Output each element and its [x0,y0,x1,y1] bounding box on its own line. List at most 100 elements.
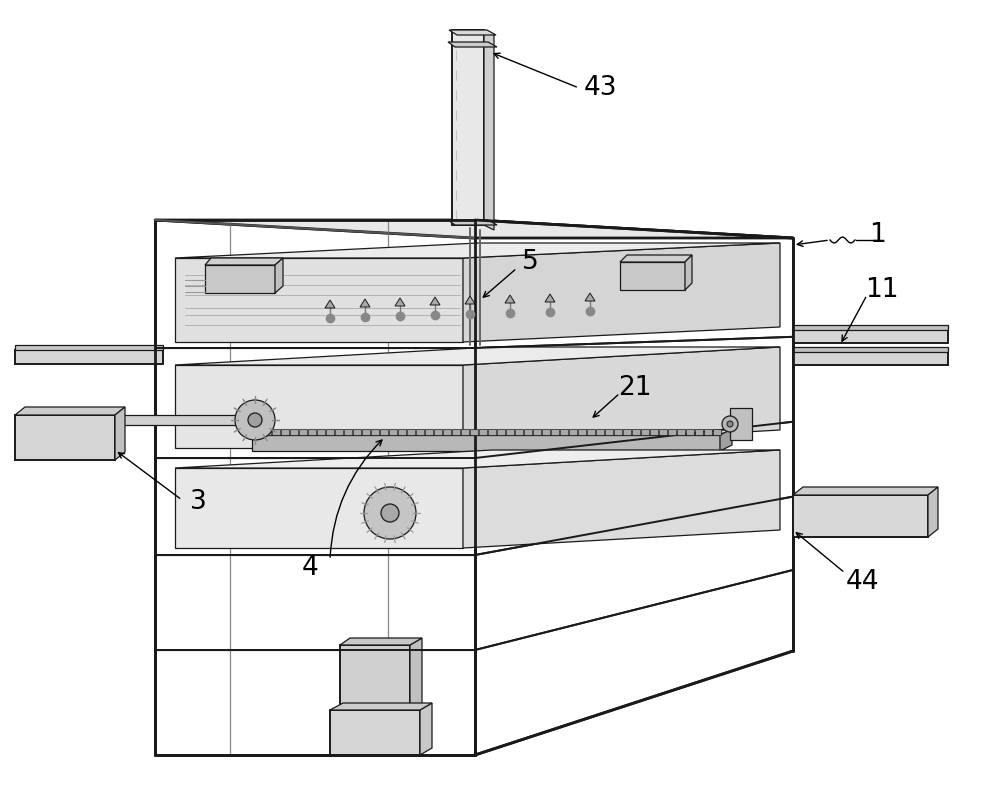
Polygon shape [325,300,335,308]
Polygon shape [524,429,532,435]
Polygon shape [430,297,440,305]
Circle shape [364,487,416,539]
Polygon shape [685,255,692,290]
Polygon shape [299,429,307,435]
Polygon shape [463,347,780,448]
Polygon shape [205,258,283,265]
Polygon shape [479,429,487,435]
Polygon shape [484,30,494,230]
Text: 21: 21 [618,375,652,401]
Polygon shape [175,468,463,548]
Polygon shape [620,255,692,262]
Polygon shape [407,429,415,435]
Polygon shape [416,429,424,435]
Polygon shape [330,703,432,710]
Polygon shape [533,429,541,435]
Circle shape [381,504,399,522]
Polygon shape [308,429,316,435]
Polygon shape [596,429,604,435]
Polygon shape [793,347,948,352]
Text: 1: 1 [869,222,885,248]
Polygon shape [641,429,649,435]
Polygon shape [272,429,280,435]
Polygon shape [730,408,752,440]
Polygon shape [793,352,948,365]
Polygon shape [353,429,361,435]
Polygon shape [452,429,460,435]
Polygon shape [317,429,325,435]
Polygon shape [560,429,568,435]
Polygon shape [175,347,780,365]
Polygon shape [175,258,463,342]
Polygon shape [15,415,115,460]
Polygon shape [362,429,370,435]
Polygon shape [465,296,475,304]
Polygon shape [578,429,586,435]
Polygon shape [650,429,658,435]
Polygon shape [620,262,685,290]
Polygon shape [360,299,370,307]
Polygon shape [470,429,478,435]
Polygon shape [497,429,505,435]
Polygon shape [623,429,631,435]
Polygon shape [15,407,125,415]
Polygon shape [542,429,550,435]
Polygon shape [505,295,515,303]
Polygon shape [720,429,732,451]
Polygon shape [793,330,948,343]
Polygon shape [420,703,432,755]
Polygon shape [330,710,420,755]
Polygon shape [587,429,595,435]
Polygon shape [340,638,422,645]
Text: 4: 4 [302,555,318,581]
Polygon shape [569,429,577,435]
Text: 44: 44 [845,569,879,595]
Polygon shape [461,429,469,435]
Polygon shape [389,429,397,435]
Polygon shape [506,429,514,435]
Polygon shape [15,350,163,364]
Polygon shape [371,429,379,435]
Polygon shape [793,495,928,537]
Polygon shape [15,345,163,350]
Circle shape [248,413,262,427]
Polygon shape [425,429,433,435]
Text: 43: 43 [583,75,617,101]
Polygon shape [488,429,496,435]
Circle shape [722,416,738,432]
Text: 5: 5 [522,249,538,275]
Polygon shape [545,294,555,302]
Polygon shape [254,429,262,435]
Polygon shape [344,429,352,435]
Text: 11: 11 [865,277,899,303]
Polygon shape [605,429,613,435]
Polygon shape [155,220,793,238]
Polygon shape [205,265,275,293]
Polygon shape [395,298,405,306]
Polygon shape [614,429,622,435]
Polygon shape [410,638,422,710]
Polygon shape [713,429,721,435]
Polygon shape [793,487,938,495]
Polygon shape [443,429,451,435]
Text: 3: 3 [190,489,206,515]
Polygon shape [326,429,334,435]
Polygon shape [290,429,298,435]
Polygon shape [585,293,595,301]
Polygon shape [70,415,255,425]
Polygon shape [434,429,442,435]
Polygon shape [448,220,497,225]
Polygon shape [175,365,463,448]
Polygon shape [340,645,410,710]
Polygon shape [281,429,289,435]
Polygon shape [677,429,685,435]
Polygon shape [515,429,523,435]
Polygon shape [175,450,780,468]
Polygon shape [115,407,125,460]
Circle shape [727,421,733,427]
Polygon shape [263,429,271,435]
Polygon shape [704,429,712,435]
Polygon shape [175,243,780,258]
Circle shape [235,400,275,440]
Polygon shape [448,42,497,47]
